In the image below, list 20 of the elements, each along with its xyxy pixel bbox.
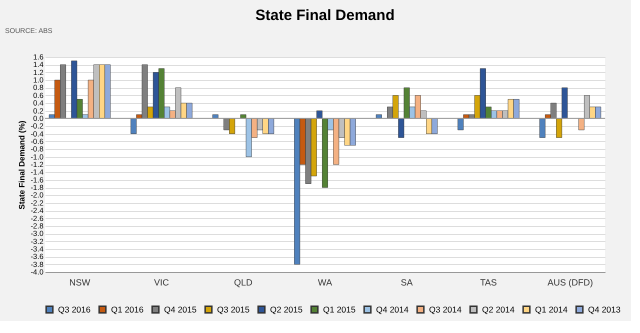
legend-label: Q1 2014 xyxy=(535,304,568,315)
x-tick-label: QLD xyxy=(234,278,253,288)
x-tick-label: TAS xyxy=(480,278,497,288)
x-tick-label: WA xyxy=(318,278,332,288)
legend-label: Q2 2015 xyxy=(270,304,303,315)
x-tick-label: SA xyxy=(400,278,413,288)
x-tick-label: AUS (DFD) xyxy=(548,278,594,288)
legend-label: Q1 2016 xyxy=(111,304,144,315)
x-tick-label: VIC xyxy=(154,278,170,288)
legend-label: Q3 2014 xyxy=(429,304,462,315)
legend-label: Q3 2016 xyxy=(58,304,91,315)
chart-title: State Final Demand xyxy=(255,7,395,24)
y-axis-title: State Final Demand (%) xyxy=(18,120,27,210)
legend-label: Q1 2015 xyxy=(323,304,356,315)
legend-label: Q4 2015 xyxy=(164,304,197,315)
legend-label: Q4 2014 xyxy=(376,304,409,315)
legend-label: Q3 2015 xyxy=(217,304,250,315)
x-tick-label: NSW xyxy=(69,278,91,288)
legend-label: Q4 2013 xyxy=(588,304,621,315)
legend-label: Q2 2014 xyxy=(482,304,515,315)
